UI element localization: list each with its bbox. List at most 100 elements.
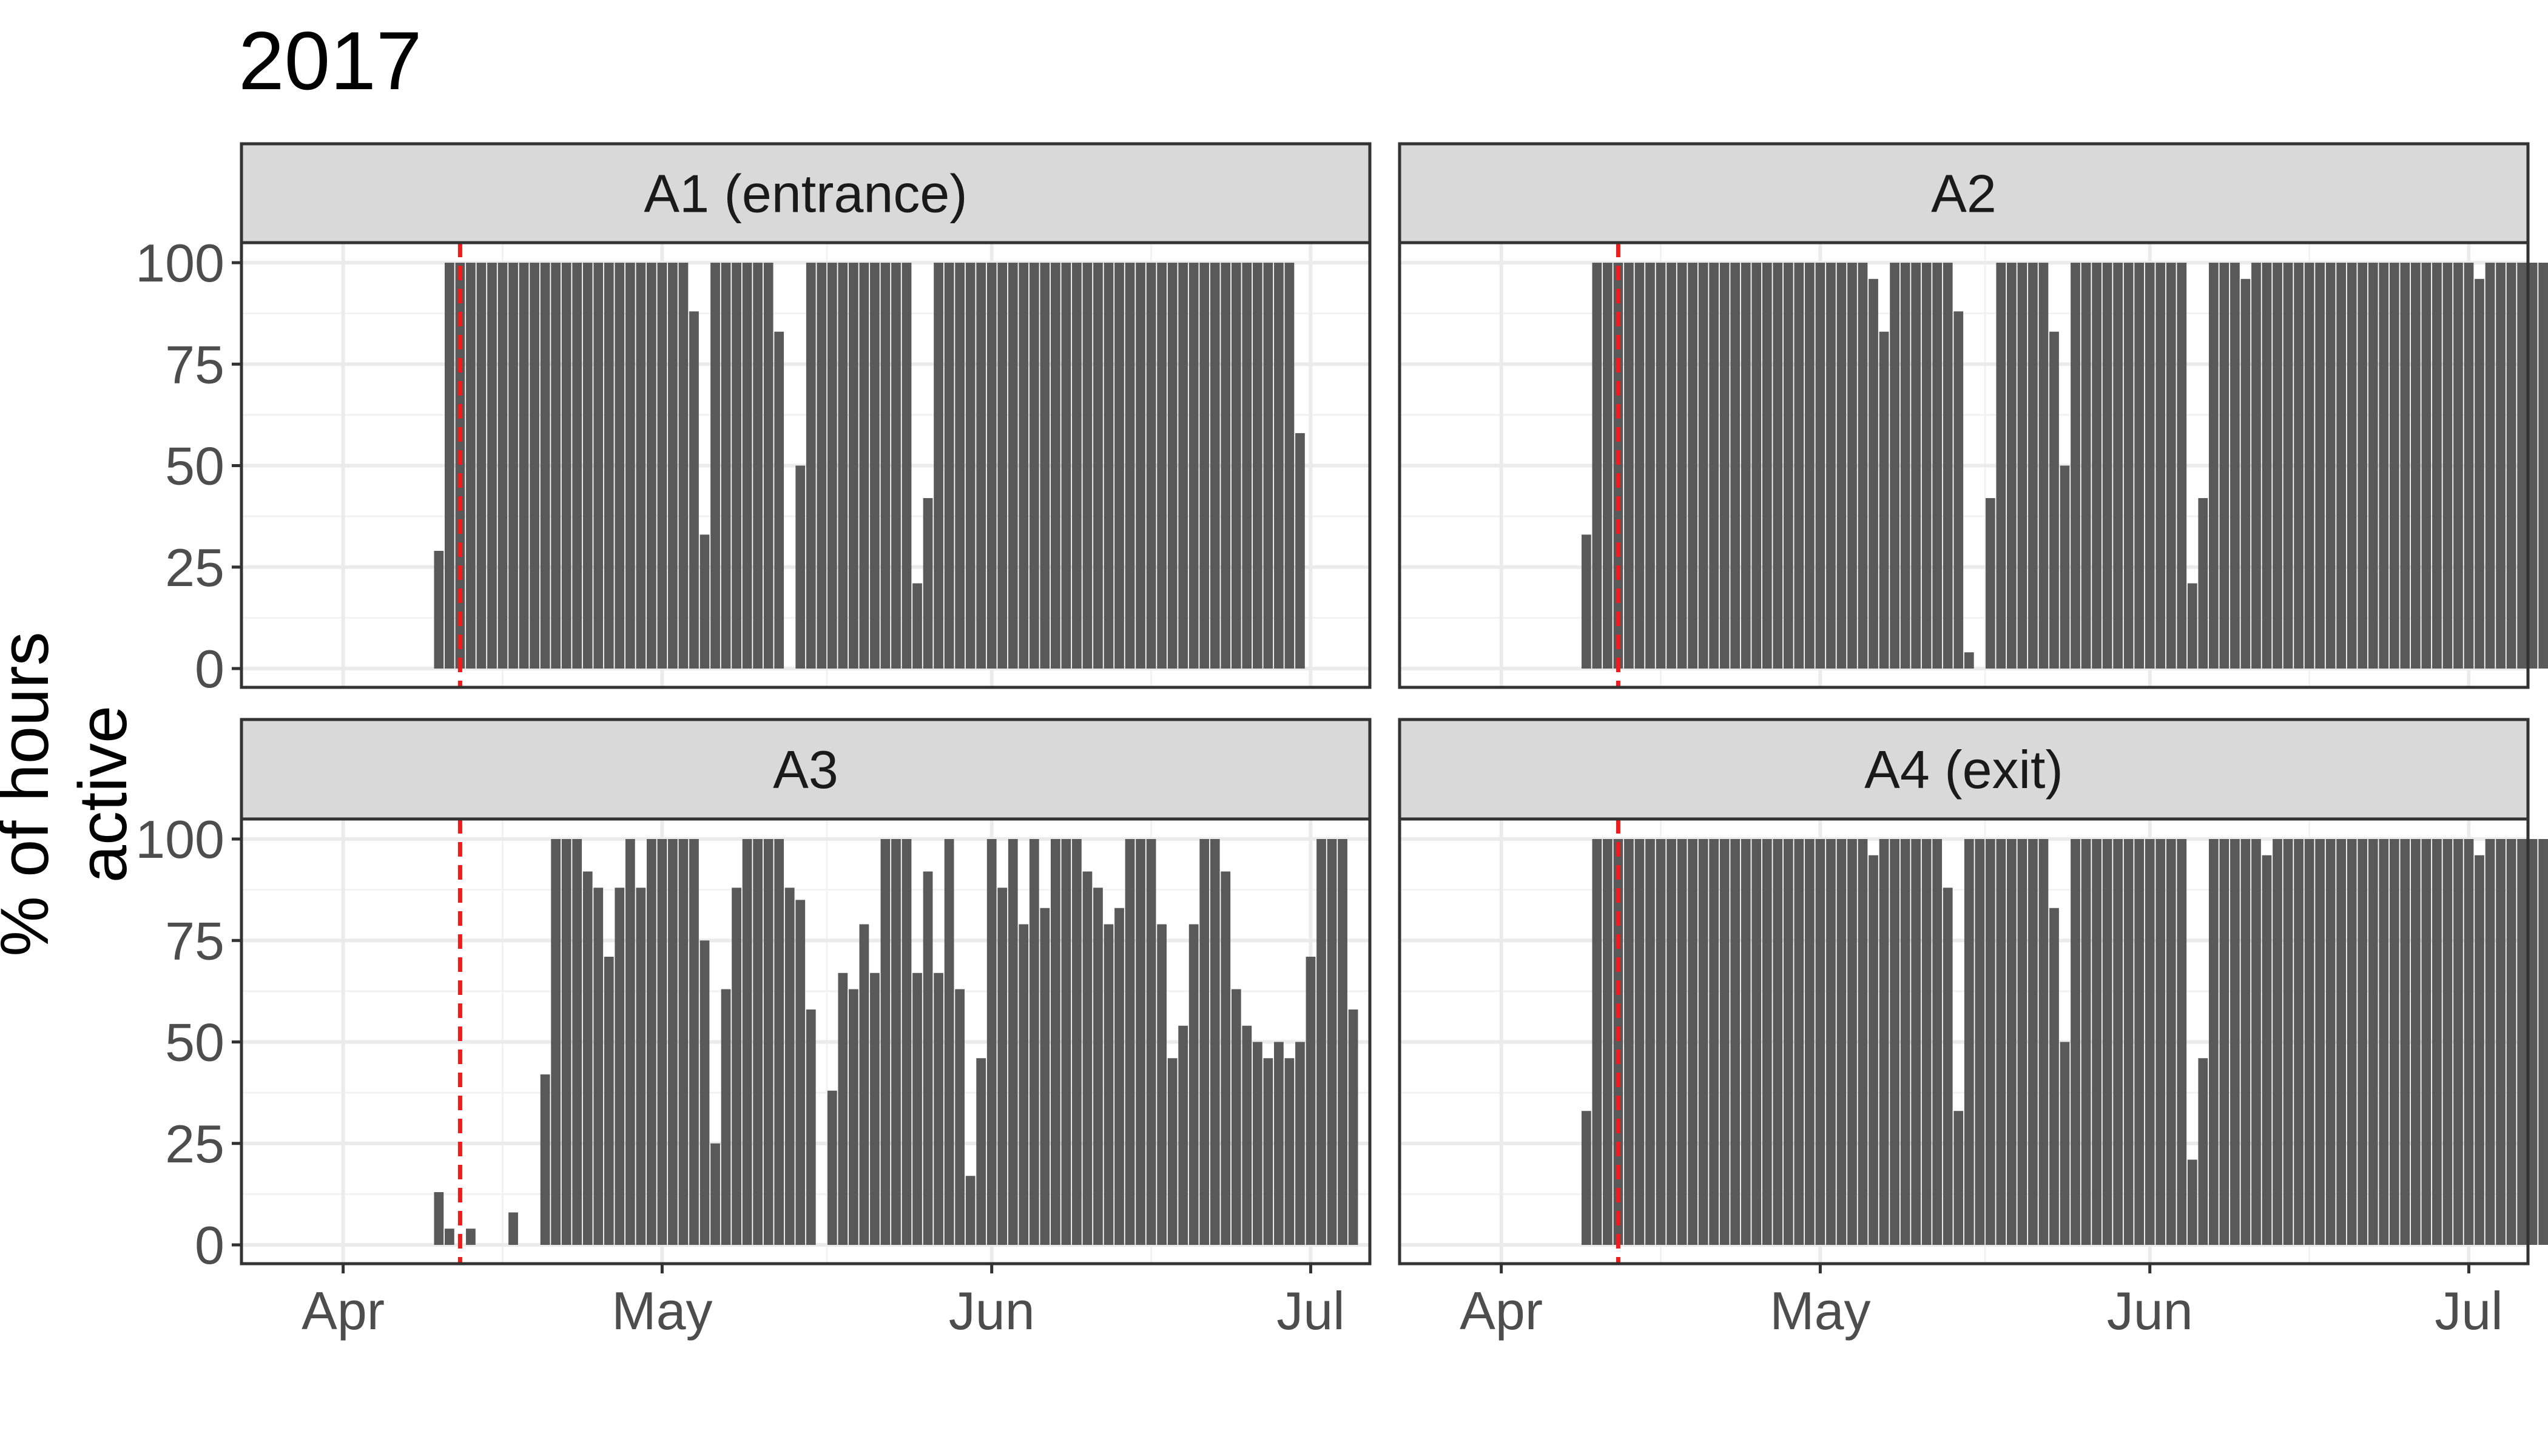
bar	[2028, 263, 2038, 669]
bar	[1709, 839, 1719, 1245]
bar	[1167, 263, 1178, 669]
bar	[2464, 839, 2474, 1245]
bar	[2464, 263, 2474, 669]
bar	[1783, 839, 1793, 1245]
bar	[657, 263, 667, 669]
bar	[1709, 263, 1719, 669]
bar	[934, 972, 943, 1245]
bar	[1284, 1058, 1295, 1245]
bar	[721, 263, 731, 669]
bar	[1900, 839, 1910, 1245]
bar	[1295, 433, 1305, 669]
bar	[1751, 263, 1762, 669]
bar	[2049, 331, 2059, 669]
bar	[1231, 989, 1241, 1245]
bar	[2166, 839, 2176, 1245]
bar	[827, 263, 837, 669]
bar	[2155, 839, 2166, 1245]
bar	[1146, 839, 1156, 1245]
bar	[710, 1143, 720, 1245]
bar	[1104, 924, 1114, 1245]
bar	[2389, 263, 2399, 669]
bar	[1072, 839, 1082, 1245]
bar	[1964, 652, 1974, 669]
bar	[2081, 839, 2091, 1245]
bar	[976, 1058, 986, 1245]
bar	[806, 1009, 816, 1245]
x-tick-label: Jun	[949, 1281, 1035, 1341]
bar	[1199, 839, 1210, 1245]
strip-label-a1-entrance: A1 (entrance)	[644, 164, 967, 224]
bar	[2527, 839, 2538, 1245]
bar	[2071, 839, 2080, 1245]
bar	[795, 465, 806, 669]
bar	[1274, 263, 1284, 669]
bar	[1869, 855, 1878, 1245]
bar	[2304, 839, 2314, 1245]
bar	[2134, 839, 2145, 1245]
bar	[2208, 263, 2219, 669]
bar	[1284, 263, 1295, 669]
bar	[487, 263, 497, 669]
bar	[986, 263, 997, 669]
bar	[540, 263, 550, 669]
bar	[1603, 839, 1613, 1245]
bar	[2421, 263, 2432, 669]
bar	[880, 839, 891, 1245]
bar	[1911, 839, 1921, 1245]
bar	[1996, 839, 2006, 1245]
bar	[1815, 263, 1825, 669]
bar	[1879, 839, 1889, 1245]
bar	[1975, 839, 1985, 1245]
bar	[1061, 839, 1071, 1245]
bar	[1762, 839, 1772, 1245]
bar	[2527, 263, 2538, 669]
bar	[1890, 263, 1899, 669]
bar	[2506, 263, 2516, 669]
x-tick-label: Jul	[2435, 1281, 2503, 1341]
bar	[1794, 263, 1804, 669]
bar	[732, 888, 741, 1245]
bar	[870, 972, 880, 1245]
bar	[2102, 263, 2112, 669]
bar	[1061, 263, 1071, 669]
bar	[1072, 263, 1082, 669]
bar	[1953, 1111, 1964, 1245]
bar	[1667, 263, 1676, 669]
bar	[2262, 263, 2272, 669]
bar	[508, 1212, 518, 1245]
bar	[1592, 839, 1602, 1245]
bar	[710, 263, 720, 669]
bar	[434, 1192, 444, 1245]
bar	[2325, 839, 2336, 1245]
bar	[2347, 263, 2357, 669]
bar	[530, 263, 539, 669]
bar	[2219, 839, 2230, 1245]
bar	[1943, 888, 1953, 1245]
bar	[2155, 263, 2166, 669]
bar	[657, 839, 667, 1245]
bar	[1114, 263, 1124, 669]
bar	[2475, 855, 2484, 1245]
bar	[2198, 1058, 2208, 1245]
bar	[2177, 263, 2187, 669]
bar	[1338, 839, 1347, 1245]
bar	[1104, 263, 1114, 669]
bar	[2517, 839, 2527, 1245]
bar	[2166, 263, 2176, 669]
x-tick-label: Jun	[2107, 1281, 2193, 1341]
strip-a3	[240, 718, 1372, 821]
bar	[1645, 263, 1655, 669]
bar	[636, 888, 646, 1245]
bar	[1858, 839, 1868, 1245]
bar	[2538, 839, 2548, 1245]
bar	[445, 1228, 454, 1245]
bar	[466, 1228, 476, 1245]
bar	[1656, 263, 1666, 669]
bar	[604, 263, 614, 669]
bar	[2336, 263, 2347, 669]
bar	[1125, 263, 1135, 669]
bar	[1146, 263, 1156, 669]
bar	[1698, 263, 1708, 669]
